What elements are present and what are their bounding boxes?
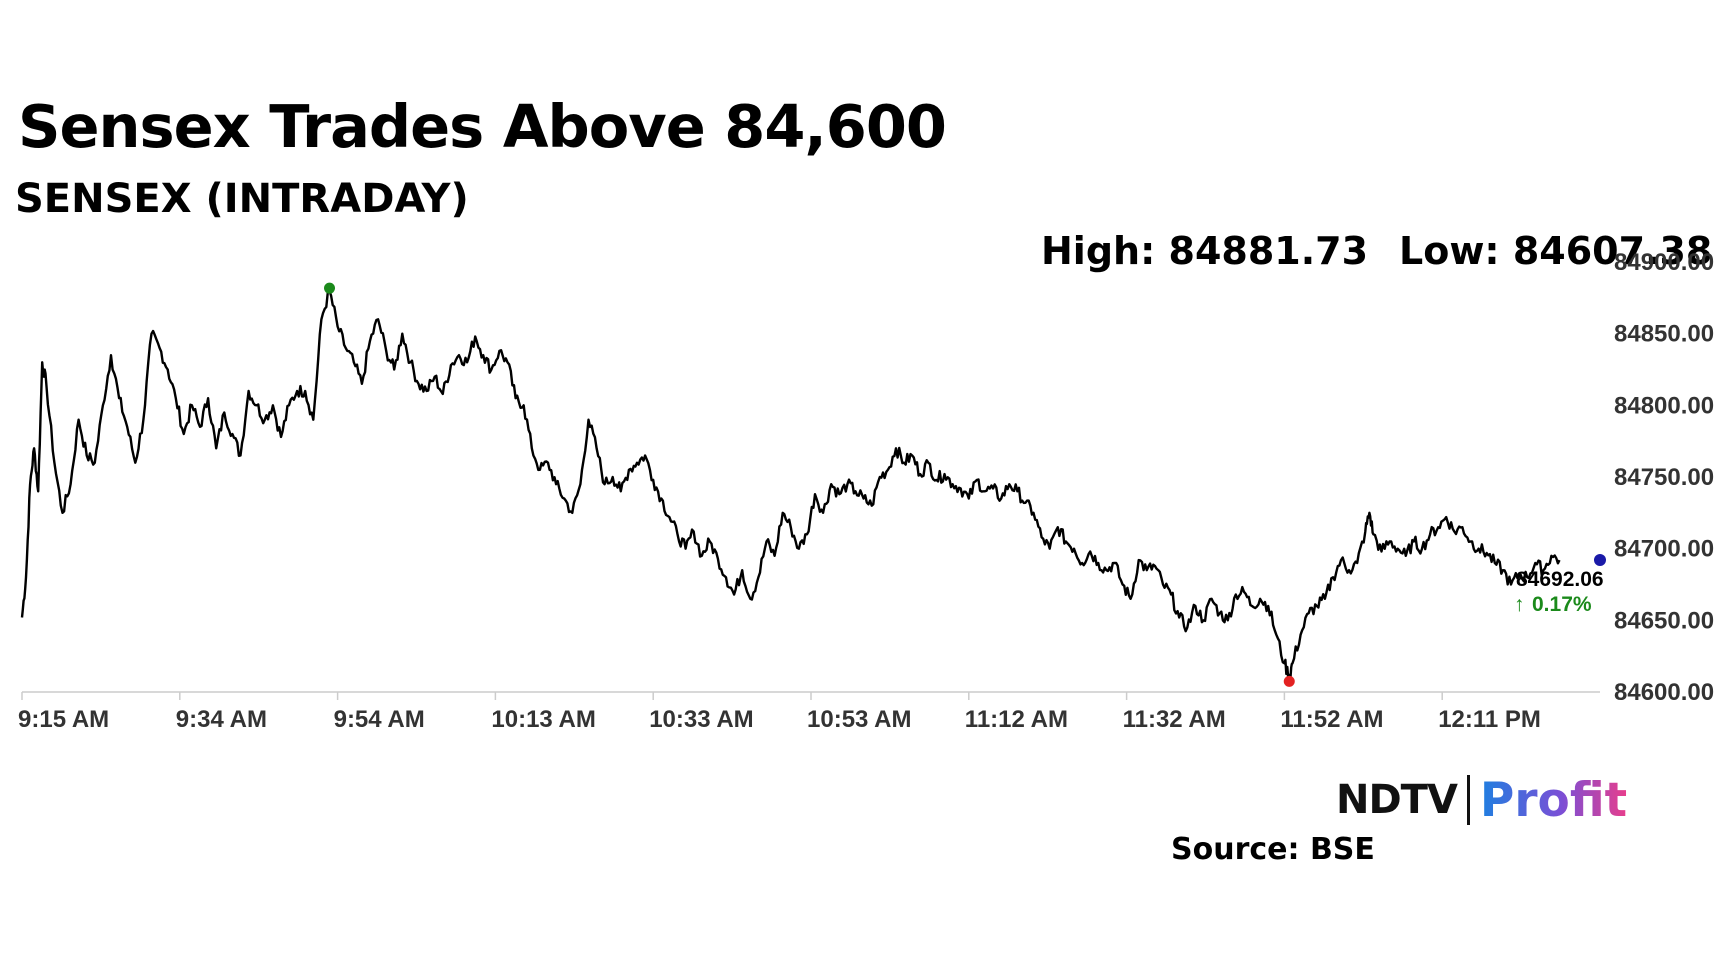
- last-value-label: 84692.06: [1516, 568, 1604, 591]
- y-tick-label: 84700.00: [1614, 536, 1714, 563]
- y-tick-label: 84900.00: [1614, 249, 1714, 276]
- low-value-label: Low: 84607.38: [1399, 229, 1713, 273]
- high-point-marker: [324, 282, 336, 294]
- x-axis: 9:15 AM 9:34 AM 9:54 AM 10:13 AM 10:33 AM 10:…: [18, 691, 1600, 733]
- x-tick-label: 12:11 PM: [1438, 706, 1541, 733]
- x-tick-label: 11:52 AM: [1280, 706, 1383, 733]
- y-tick-label: 84750.00: [1614, 464, 1714, 491]
- markers-layer: [324, 282, 1606, 687]
- last-change-label: 0.17%: [1532, 593, 1592, 616]
- ndtv-profit-logo: NDTV Profit: [1336, 772, 1627, 828]
- y-tick-label: 84800.00: [1614, 392, 1714, 419]
- chart-subtitle: SENSEX (INTRADAY): [15, 176, 469, 222]
- series-layer: [20, 289, 1561, 681]
- x-tick-label: 11:32 AM: [1123, 706, 1226, 733]
- series-line-sensex: [20, 289, 1561, 681]
- logo-profit-text: Profit: [1479, 772, 1628, 828]
- y-tick-label: 84650.00: [1614, 607, 1714, 634]
- up-arrow-icon: ↑: [1514, 593, 1525, 616]
- logo-divider: [1466, 775, 1470, 825]
- y-axis: 84600.00 84650.00 84700.00 84750.00 84800.00…: [1614, 249, 1714, 706]
- low-point-marker: [1283, 675, 1295, 687]
- logo-ndtv-text: NDTV: [1336, 777, 1458, 823]
- page-title: Sensex Trades Above 84,600: [18, 92, 947, 161]
- y-tick-label: 84600.00: [1614, 679, 1714, 706]
- x-tick-label: 9:15 AM: [18, 706, 109, 733]
- x-tick-label: 9:34 AM: [176, 706, 267, 733]
- source-note: Source: BSE: [1171, 832, 1375, 867]
- x-tick-label: 10:33 AM: [649, 706, 753, 733]
- x-tick-label: 9:54 AM: [334, 706, 425, 733]
- last-point-marker: [1594, 554, 1606, 567]
- y-tick-label: 84850.00: [1614, 321, 1714, 348]
- x-tick-label: 10:13 AM: [491, 706, 595, 733]
- x-tick-label: 11:12 AM: [965, 706, 1068, 733]
- x-tick-label: 10:53 AM: [807, 706, 911, 733]
- high-value-label: High: 84881.73: [1041, 229, 1369, 273]
